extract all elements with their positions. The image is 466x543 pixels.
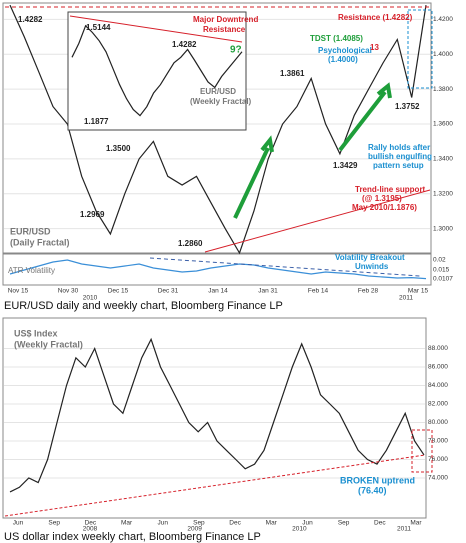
atr-frame <box>2 253 432 286</box>
annotation: ATR Volatility <box>8 266 55 275</box>
x-tick-label: Sep <box>338 520 350 527</box>
green-arrow <box>233 135 274 219</box>
y-tick-label: 84.000 <box>428 382 448 389</box>
annotation: (76.40) <box>358 485 387 495</box>
y-tick-label: 82.000 <box>428 401 448 408</box>
x-tick-label: Sep <box>48 520 60 527</box>
x-tick-label: Dec <box>229 520 241 527</box>
uptrend-line <box>4 454 426 517</box>
series-line <box>9 337 425 493</box>
annotation: Volatility Breakout <box>335 253 405 262</box>
annotation: 1.1877 <box>84 117 109 126</box>
y-tick-label: 86.000 <box>428 364 448 371</box>
inset-frame <box>67 11 247 131</box>
y-tick-label: 1.3800 <box>433 86 453 93</box>
y-tick-label: 88.000 <box>428 345 448 352</box>
annotation: 1.3500 <box>106 144 131 153</box>
annotation: 1.4282 <box>172 40 197 49</box>
annotation: May 2010/1.1876) <box>352 203 417 212</box>
annotation: bullish engulfing <box>368 152 432 161</box>
annotation: 1.3752 <box>395 102 420 111</box>
annotation: TDST (1.4085) <box>310 34 363 43</box>
downtrend-line <box>69 15 243 43</box>
annotation: US$ Index <box>14 328 58 338</box>
y-tick-label: 78.000 <box>428 438 448 445</box>
y-tick-label: 76.000 <box>428 456 448 463</box>
annotation: (@ 1.3195) <box>362 194 402 203</box>
annotation: Psychological <box>318 46 372 55</box>
x-tick-label: Nov 30 <box>58 288 79 295</box>
annotation: EUR/USD <box>200 87 236 96</box>
x-tick-label: Mar <box>410 520 422 527</box>
x-tick-label: Feb 14 <box>308 288 329 295</box>
annotation: Unwinds <box>355 262 389 271</box>
caption: EUR/USD daily and weekly chart, Bloomber… <box>4 300 283 312</box>
highlight-box <box>411 429 433 473</box>
year-label: 2011 <box>399 295 413 302</box>
y-tick-label: 80.000 <box>428 419 448 426</box>
x-tick-label: Sep <box>193 520 205 527</box>
y-tick-label: 1.3200 <box>433 190 453 197</box>
annotation: 1.2969 <box>80 210 105 219</box>
annotation: 1.3861 <box>280 69 305 78</box>
atr-trend <box>149 257 421 277</box>
year-label: 2010 <box>292 526 307 533</box>
y-tick-label: 0.015 <box>433 267 450 274</box>
series-line <box>9 259 427 280</box>
x-tick-label: Jun <box>13 520 24 527</box>
year-label: 2010 <box>83 295 98 302</box>
x-tick-label: Dec 15 <box>108 288 129 295</box>
y-tick-label: 1.4000 <box>433 51 453 58</box>
annotation: (Weekly Fractal) <box>14 339 83 349</box>
annotation: Resistance (1.4282) <box>338 13 413 22</box>
x-tick-label: Jun <box>302 520 313 527</box>
y-tick-label: 1.4200 <box>433 16 453 23</box>
bottom-frame <box>2 317 427 519</box>
series-line <box>9 4 427 255</box>
y-tick-label: 0.02 <box>433 257 446 264</box>
annotation: 1.2860 <box>178 239 203 248</box>
annotation: Major Downtrend <box>193 15 258 24</box>
year-label: 2008 <box>83 526 98 533</box>
y-tick-label: 1.3400 <box>433 156 453 163</box>
year-label: 2011 <box>397 526 411 533</box>
x-tick-label: Jan 31 <box>258 288 278 295</box>
annotation: EUR/USD <box>10 226 51 236</box>
caption: US dollar index weekly chart, Bloomberg … <box>4 531 261 543</box>
annotation: Rally holds after <box>368 143 430 152</box>
annotation: pattern setup <box>373 161 424 170</box>
green-arrow <box>338 82 392 152</box>
highlight-box <box>407 9 433 89</box>
x-tick-label: Nov 15 <box>8 288 29 295</box>
x-tick-label: Mar 15 <box>408 288 429 295</box>
annotation: 1.5144 <box>86 23 111 32</box>
x-tick-label: Feb 28 <box>358 288 379 295</box>
annotation: 13 <box>370 43 379 52</box>
x-tick-label: Dec 31 <box>158 288 179 295</box>
y-tick-label: 1.3000 <box>433 225 453 232</box>
annotation: (Daily Fractal) <box>10 237 70 247</box>
annotation: 1.4282 <box>18 15 43 24</box>
series-line <box>71 24 243 117</box>
y-tick-label: 0.0107 <box>433 275 453 282</box>
x-tick-label: Dec <box>85 520 97 527</box>
trend-line <box>204 189 431 253</box>
annotation: BROKEN uptrend <box>340 475 415 485</box>
annotation: Trend-line support <box>355 185 426 194</box>
x-tick-label: Mar <box>266 520 278 527</box>
x-tick-label: Jun <box>157 520 168 527</box>
x-tick-label: Dec <box>374 520 386 527</box>
annotation: Resistance <box>203 25 246 34</box>
annotation: (1.4000) <box>328 55 358 64</box>
year-label: 2009 <box>187 526 202 533</box>
y-tick-label: 1.3600 <box>433 121 453 128</box>
y-tick-label: 74.000 <box>428 475 448 482</box>
x-tick-label: Jan 14 <box>208 288 228 295</box>
annotation: 1.3429 <box>333 161 358 170</box>
annotation: 9? <box>230 45 242 56</box>
annotation: (Weekly Fractal) <box>190 97 252 106</box>
x-tick-label: Mar <box>121 520 133 527</box>
